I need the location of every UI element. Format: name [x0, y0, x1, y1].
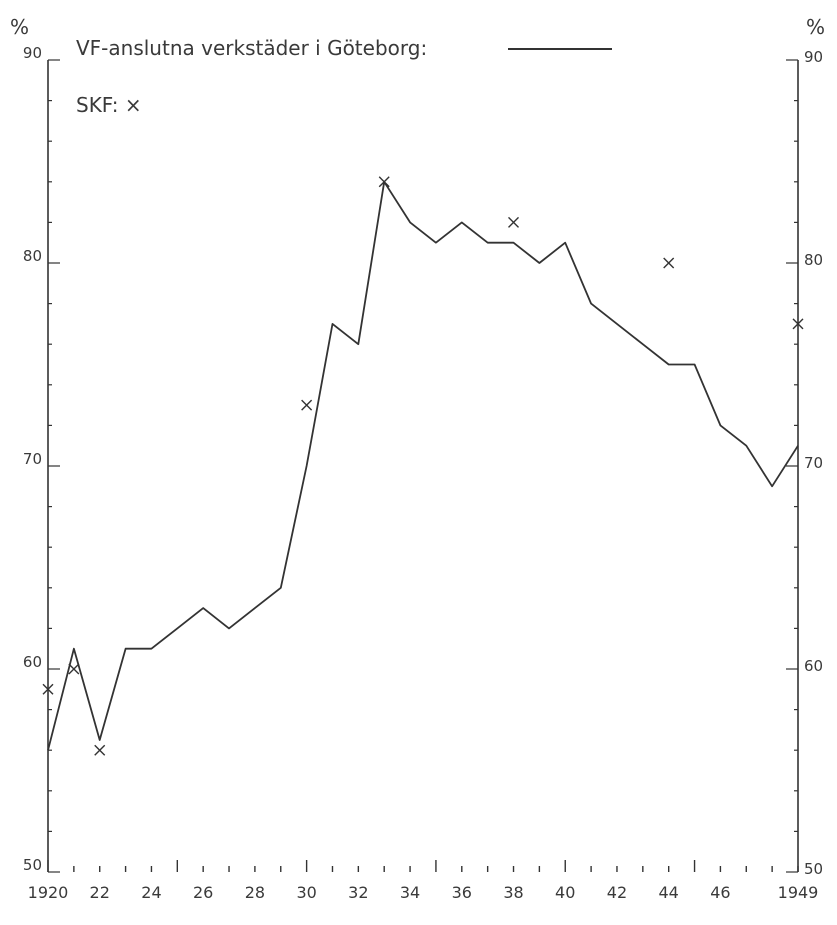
- series-marker-skf: [42, 683, 54, 695]
- x-tick-label: 38: [503, 883, 523, 902]
- series-marker-skf: [94, 744, 106, 756]
- x-tick-label: 34: [400, 883, 420, 902]
- ticks: [47, 59, 799, 873]
- marker-stroke: [663, 257, 675, 269]
- x-tick-label: 42: [607, 883, 627, 902]
- marker-stroke: [301, 399, 313, 411]
- marker-stroke: [68, 663, 80, 675]
- marker-stroke: [42, 683, 54, 695]
- marker-stroke: [792, 318, 804, 330]
- series-marker-group: [42, 176, 804, 756]
- series-marker-skf: [378, 176, 390, 188]
- y-tick-label-right: 50: [804, 860, 823, 878]
- y-tick-label-left: 50: [23, 856, 42, 874]
- series-marker-skf: [301, 399, 313, 411]
- tick-labels: 1920 22 24 26 28 30 32 34 36 38 40 42 44 46 1949 50 60 70…: [23, 44, 823, 902]
- x-tick-label: 24: [141, 883, 161, 902]
- y-tick-label-left: 70: [23, 450, 42, 468]
- series-marker-skf: [508, 216, 520, 228]
- marker-stroke: [378, 176, 390, 188]
- marker-stroke: [508, 216, 520, 228]
- x-tick-label: 32: [348, 883, 368, 902]
- x-tick-label: 46: [710, 883, 730, 902]
- x-tick-label: 22: [90, 883, 110, 902]
- x-tick-label: 30: [296, 883, 316, 902]
- y-tick-label-left: 80: [23, 247, 42, 265]
- x-tick-label: 1920: [28, 883, 69, 902]
- x-tick-label: 26: [193, 883, 213, 902]
- series-marker-skf: [663, 257, 675, 269]
- legend-line-label: VF-anslutna verkstäder i Göteborg:: [76, 36, 427, 60]
- x-tick-label: 1949: [778, 883, 819, 902]
- series-line-vf: [47, 180, 799, 751]
- series-marker-skf: [792, 318, 804, 330]
- x-tick-label: 40: [555, 883, 575, 902]
- legend-marker-label: SKF: ×: [76, 93, 142, 117]
- axes: [47, 60, 799, 872]
- x-tick-label: 36: [452, 883, 472, 902]
- y-tick-label-right: 90: [804, 48, 823, 66]
- y-tick-label-right: 60: [804, 657, 823, 675]
- x-tick-label: 28: [245, 883, 265, 902]
- y-axis-unit-right: %: [806, 15, 825, 39]
- y-tick-label-left: 60: [23, 653, 42, 671]
- x-tick-label: 44: [659, 883, 679, 902]
- y-tick-label-right: 70: [804, 454, 823, 472]
- y-tick-label-left: 90: [23, 44, 42, 62]
- y-tick-label-right: 80: [804, 251, 823, 269]
- series-marker-skf: [68, 663, 80, 675]
- y-axis-unit-left: %: [10, 15, 29, 39]
- marker-stroke: [94, 744, 106, 756]
- series-line-group: [47, 180, 799, 751]
